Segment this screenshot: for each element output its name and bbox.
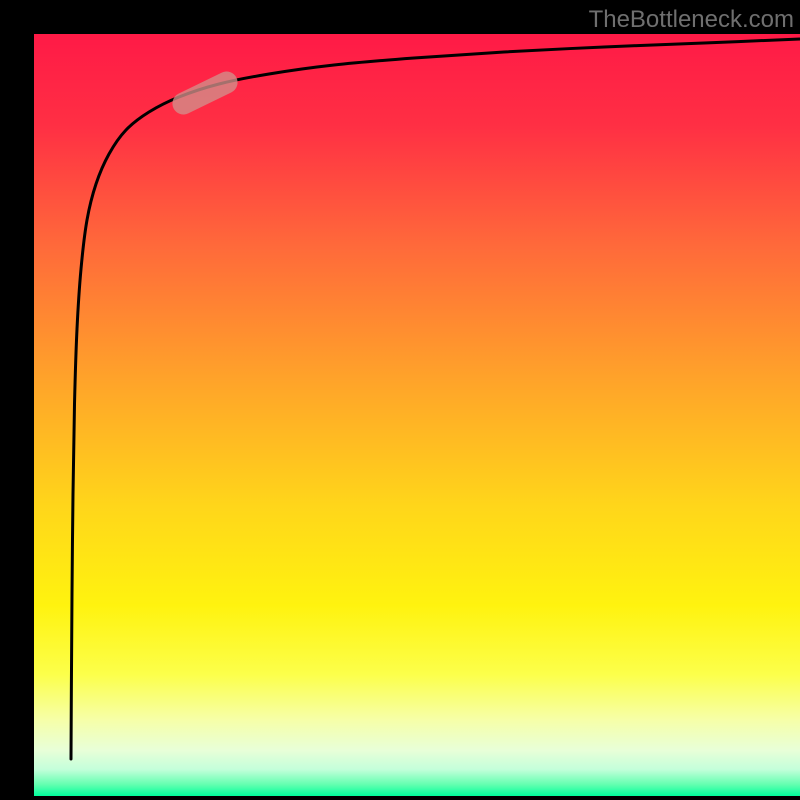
chart-svg bbox=[34, 34, 800, 796]
watermark-text: TheBottleneck.com bbox=[589, 6, 794, 34]
plot-area bbox=[34, 34, 800, 796]
chart-container: TheBottleneck.com bbox=[0, 0, 800, 800]
gradient-background bbox=[34, 34, 800, 796]
